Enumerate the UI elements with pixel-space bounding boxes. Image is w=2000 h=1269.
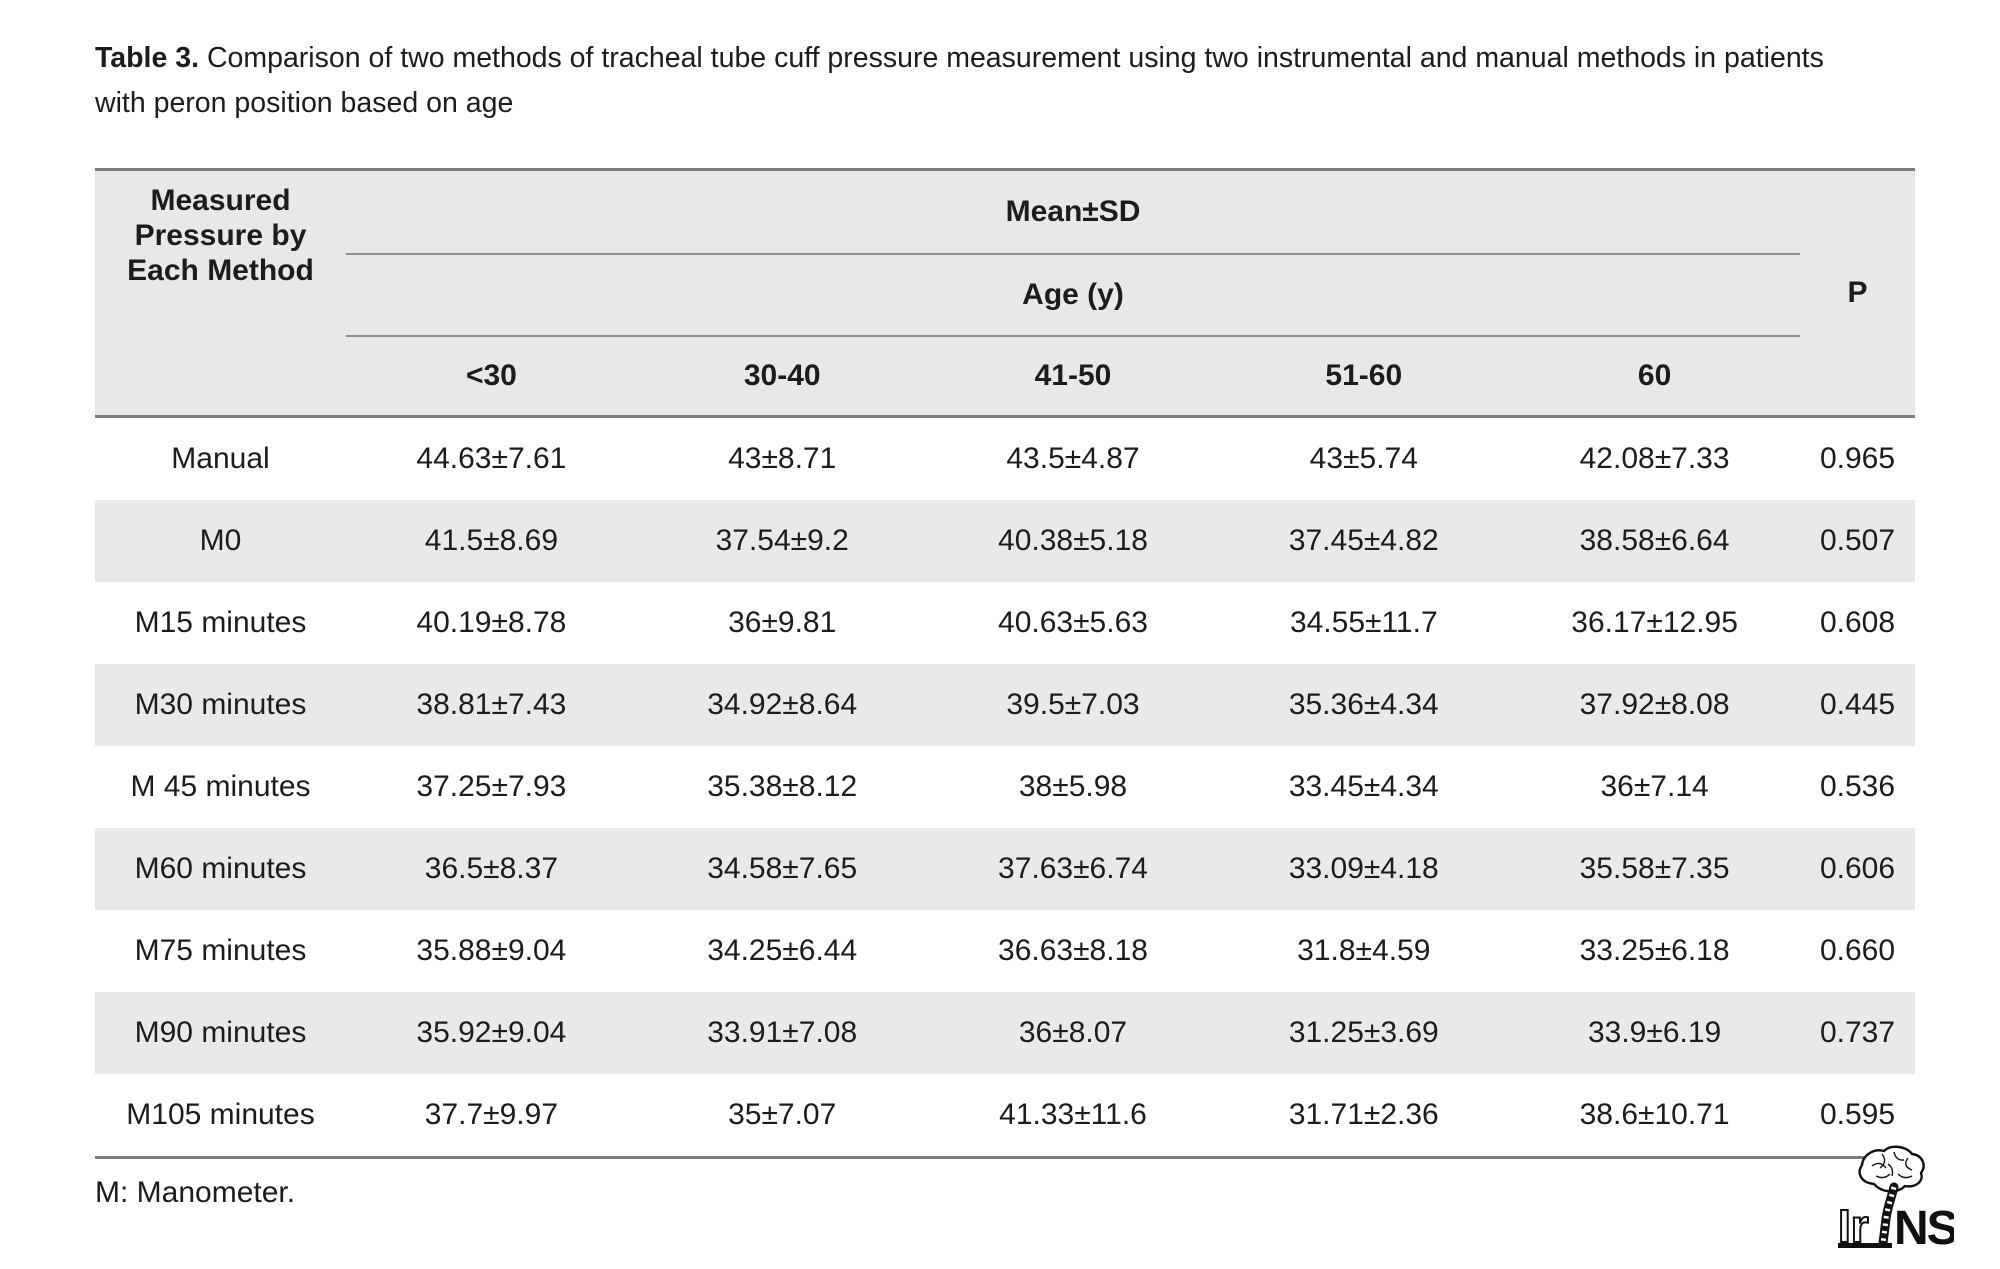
value-cell: 35±7.07 bbox=[728, 1098, 837, 1131]
row-method-label: M0 bbox=[199, 524, 242, 557]
value-cell: 43±8.71 bbox=[728, 442, 837, 475]
value-cell: 36.63±8.18 bbox=[998, 934, 1148, 967]
col-header-age-group: 41-50 bbox=[927, 336, 1219, 418]
logo-text-ns: NS bbox=[1894, 1202, 1954, 1255]
table-row: M105 minutes 37.7±9.97 35±7.07 41.33±11.6 31… bbox=[95, 1074, 1915, 1158]
row-method-label: M 45 minutes bbox=[130, 770, 311, 803]
value-cell: 42.08±7.33 bbox=[1579, 442, 1730, 475]
logo-baseline-bar bbox=[1838, 1243, 1892, 1248]
table-caption: Table 3. Comparison of two methods of tr… bbox=[95, 36, 1930, 126]
row-method-label: M15 minutes bbox=[134, 606, 307, 639]
value-cell: 31.71±2.36 bbox=[1288, 1098, 1439, 1131]
row-method-label: M75 minutes bbox=[134, 934, 307, 967]
col-header-method: Measured Pressure by Each Method bbox=[95, 169, 346, 418]
value-cell: 35.36±4.34 bbox=[1288, 688, 1439, 721]
value-cell: 39.5±7.03 bbox=[1006, 688, 1140, 721]
p-value-cell: 0.445 bbox=[1819, 688, 1896, 721]
value-cell: 41.33±11.6 bbox=[999, 1098, 1147, 1131]
value-cell: 33.9±6.19 bbox=[1587, 1016, 1722, 1049]
table-row: M 45 minutes 37.25±7.93 35.38±8.12 38±5.98 3… bbox=[95, 746, 1915, 828]
p-value-cell: 0.507 bbox=[1819, 524, 1896, 557]
table-caption-label: Table 3. bbox=[95, 42, 200, 74]
age-group-header-row: <30 30-40 41-50 51-60 60 bbox=[95, 336, 1915, 418]
table-caption-line2: with peron position based on age bbox=[95, 87, 514, 119]
value-cell: 34.55±11.7 bbox=[1289, 606, 1438, 639]
col-header-age-group: 51-60 bbox=[1218, 336, 1510, 418]
row-method-label: Manual bbox=[171, 442, 270, 475]
value-cell: 33.45±4.34 bbox=[1288, 770, 1439, 803]
value-cell: 34.92±8.64 bbox=[707, 688, 858, 721]
p-value-cell: 0.608 bbox=[1819, 606, 1896, 639]
value-cell: 36.17±12.95 bbox=[1571, 606, 1738, 639]
value-cell: 38.58±6.64 bbox=[1579, 524, 1730, 557]
table-footnote: M: Manometer. bbox=[95, 1176, 296, 1209]
p-value-cell: 0.536 bbox=[1819, 770, 1896, 803]
value-cell: 37.54±9.2 bbox=[715, 524, 849, 557]
value-cell: 37.92±8.08 bbox=[1579, 688, 1730, 721]
value-cell: 40.38±5.18 bbox=[998, 524, 1148, 557]
row-method-label: M30 minutes bbox=[134, 688, 307, 721]
value-cell: 40.63±5.63 bbox=[998, 606, 1148, 639]
table-row: M30 minutes 38.81±7.43 34.92±8.64 39.5±7.03… bbox=[95, 664, 1915, 746]
journal-logo: Ir NS bbox=[1836, 1144, 1960, 1262]
table-row: M75 minutes 35.88±9.04 34.25±6.44 36.63±8.1… bbox=[95, 910, 1915, 992]
value-cell: 33.25±6.18 bbox=[1579, 934, 1730, 967]
col-header-age: Age (y) bbox=[346, 254, 1800, 337]
value-cell: 34.25±6.44 bbox=[707, 934, 858, 967]
col-header-p: P bbox=[1800, 169, 1915, 418]
table-row: M15 minutes 40.19±8.78 36±9.81 40.63±5.63 34… bbox=[95, 582, 1915, 664]
table-header: Measured Pressure by Each Method Mean±SD… bbox=[95, 169, 1915, 418]
value-cell: 34.58±7.65 bbox=[707, 852, 858, 885]
p-value-cell: 0.660 bbox=[1819, 934, 1896, 967]
value-cell: 37.7±9.97 bbox=[424, 1098, 559, 1131]
value-cell: 35.58±7.35 bbox=[1579, 852, 1730, 885]
p-value-cell: 0.965 bbox=[1819, 442, 1896, 475]
value-cell: 36.5±8.37 bbox=[424, 852, 559, 885]
p-value-cell: 0.606 bbox=[1819, 852, 1896, 885]
p-value-cell: 0.737 bbox=[1819, 1016, 1896, 1049]
col-header-age-group: 60 bbox=[1509, 336, 1800, 418]
table-body: Manual 44.63±7.61 43±8.71 43.5±4.87 43±5.74 4… bbox=[95, 417, 1915, 1158]
journal-logo-graphic: Ir NS bbox=[1837, 1145, 1960, 1255]
value-cell: 37.45±4.82 bbox=[1288, 524, 1439, 557]
value-cell: 36±9.81 bbox=[728, 606, 837, 639]
table-caption-line1: Comparison of two methods of tracheal tu… bbox=[206, 42, 1824, 74]
value-cell: 36±7.14 bbox=[1600, 770, 1709, 803]
value-cell: 35.38±8.12 bbox=[707, 770, 858, 803]
value-cell: 33.09±4.18 bbox=[1288, 852, 1439, 885]
value-cell: 38±5.98 bbox=[1018, 770, 1128, 803]
value-cell: 41.5±8.69 bbox=[424, 524, 559, 557]
value-cell: 40.19±8.78 bbox=[416, 606, 567, 639]
value-cell: 43.5±4.87 bbox=[1006, 442, 1140, 475]
spine-icon bbox=[1878, 1182, 1899, 1248]
value-cell: 36±8.07 bbox=[1018, 1016, 1128, 1049]
value-cell: 35.88±9.04 bbox=[416, 934, 567, 967]
value-cell: 38.81±7.43 bbox=[416, 688, 567, 721]
value-cell: 37.25±7.93 bbox=[416, 770, 567, 803]
row-method-label: M105 minutes bbox=[126, 1098, 315, 1131]
col-header-mean-sd: Mean±SD bbox=[346, 169, 1800, 255]
value-cell: 38.6±10.71 bbox=[1579, 1098, 1730, 1131]
table-row: M90 minutes 35.92±9.04 33.91±7.08 36±8.07 31… bbox=[95, 992, 1915, 1074]
row-method-label: M60 minutes bbox=[134, 852, 307, 885]
p-value-cell: 0.595 bbox=[1819, 1098, 1896, 1131]
value-cell: 37.63±6.74 bbox=[998, 852, 1148, 885]
value-cell: 44.63±7.61 bbox=[416, 442, 567, 475]
brain-icon bbox=[1858, 1145, 1925, 1193]
table-row: Manual 44.63±7.61 43±8.71 43.5±4.87 43±5.74 4… bbox=[95, 417, 1915, 501]
value-cell: 35.92±9.04 bbox=[416, 1016, 567, 1049]
value-cell: 33.91±7.08 bbox=[707, 1016, 858, 1049]
row-method-label: M90 minutes bbox=[134, 1016, 307, 1049]
pressure-comparison-table: Measured Pressure by Each Method Mean±SD… bbox=[95, 168, 1915, 1159]
value-cell: 31.25±3.69 bbox=[1288, 1016, 1439, 1049]
value-cell: 43±5.74 bbox=[1309, 442, 1418, 475]
table-row: M60 minutes 36.5±8.37 34.58±7.65 37.63±6.74… bbox=[95, 828, 1915, 910]
value-cell: 31.8±4.59 bbox=[1297, 934, 1431, 967]
table-row: M0 41.5±8.69 37.54±9.2 40.38±5.18 37.45±4.82… bbox=[95, 500, 1915, 582]
col-header-age-group: 30-40 bbox=[636, 336, 928, 418]
col-header-age-group: <30 bbox=[346, 336, 637, 418]
